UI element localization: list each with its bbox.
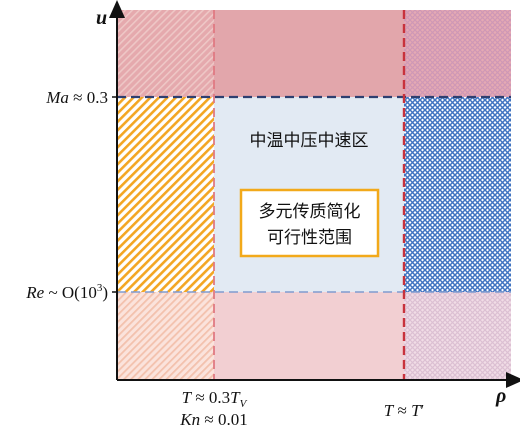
- feasibility-box-line2: 可行性范围: [267, 228, 352, 248]
- x-axis-label: ρ: [495, 385, 506, 407]
- region-top-center: [214, 10, 404, 97]
- region-bottom-center: [214, 292, 404, 380]
- region-mid-right: [404, 97, 511, 292]
- t-high-label: T ≈ T′: [384, 401, 425, 420]
- region-bottom-left: [117, 292, 214, 380]
- region-top-right: [404, 10, 511, 97]
- feasibility-box-line1: 多元传质简化: [259, 202, 361, 222]
- region-bottom-right: [404, 292, 511, 380]
- re-label: Re ~ O(103): [25, 282, 108, 302]
- kn-label: Kn ≈ 0.01: [179, 410, 247, 429]
- feasibility-box: [239, 188, 380, 258]
- region-mid-left: [117, 97, 214, 292]
- t-low-label: T ≈ 0.3TV: [182, 388, 248, 410]
- region-top-left: [117, 10, 214, 97]
- center-region-label: 中温中压中速区: [250, 131, 369, 151]
- y-axis-label: u: [96, 7, 107, 29]
- ma-label: Ma ≈ 0.3: [45, 88, 108, 107]
